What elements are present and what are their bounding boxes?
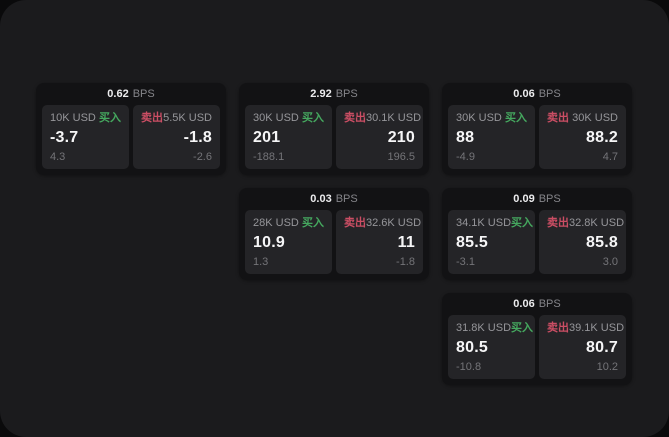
bps-value: 2.92 (310, 88, 332, 100)
buy-size: 31.8K USD (456, 322, 512, 334)
quote-card: 2.92 BPS 30K USD 买入 201 -188.1 卖出 30.1K U… (239, 83, 429, 175)
buy-price: 88 (456, 128, 475, 146)
sell-side-label: 卖出 (344, 112, 366, 124)
sell-side-label: 卖出 (547, 217, 569, 229)
bps-unit-label: BPS (538, 298, 561, 310)
sell-delta: -1.8 (396, 256, 415, 268)
card-bps-header: 0.03 BPS (245, 188, 423, 210)
sell-size: 5.5K USD (163, 112, 212, 124)
quote-card: 0.09 BPS 34.1K USD 买入 85.5 -3.1 卖出 32.8K … (442, 188, 632, 280)
sell-panel[interactable]: 卖出 39.1K USD 80.7 10.2 (539, 315, 626, 379)
buy-size: 28K USD (253, 217, 299, 229)
buy-price: 201 (253, 128, 281, 146)
quote-panels: 34.1K USD 买入 85.5 -3.1 卖出 32.8K USD 85.8… (448, 210, 626, 274)
buy-panel[interactable]: 30K USD 买入 88 -4.9 (448, 105, 535, 169)
sell-price: 88.2 (586, 128, 618, 146)
buy-delta: -3.1 (456, 256, 475, 268)
card-bps-header: 2.92 BPS (245, 83, 423, 105)
buy-side-label: 买入 (511, 217, 534, 229)
buy-delta: -10.8 (456, 361, 482, 373)
buy-panel[interactable]: 31.8K USD 买入 80.5 -10.8 (448, 315, 535, 379)
sell-size: 30K USD (572, 112, 618, 124)
quote-panels: 31.8K USD 买入 80.5 -10.8 卖出 39.1K USD 80.… (448, 315, 626, 379)
buy-panel[interactable]: 34.1K USD 买入 85.5 -3.1 (448, 210, 535, 274)
buy-side-label: 买入 (511, 322, 534, 334)
bps-unit-label: BPS (335, 88, 358, 100)
sell-size: 30.1K USD (366, 112, 422, 124)
buy-size: 34.1K USD (456, 217, 512, 229)
sell-delta: 196.5 (387, 151, 415, 163)
buy-price: 85.5 (456, 233, 488, 251)
bps-value: 0.06 (513, 298, 535, 310)
quote-card: 0.06 BPS 31.8K USD 买入 80.5 -10.8 卖出 39.1K… (442, 293, 632, 385)
sell-side-label: 卖出 (141, 112, 163, 124)
quote-panels: 30K USD 买入 88 -4.9 卖出 30K USD 88.2 4.7 (448, 105, 626, 169)
sell-side-label: 卖出 (547, 112, 569, 124)
sell-delta: -2.6 (193, 151, 212, 163)
sell-price: 11 (397, 233, 415, 251)
bps-value: 0.62 (107, 88, 129, 100)
quote-card: 0.06 BPS 30K USD 买入 88 -4.9 卖出 30K USD 88… (442, 83, 632, 175)
sell-panel[interactable]: 卖出 30.1K USD 210 196.5 (336, 105, 423, 169)
quote-panels: 30K USD 买入 201 -188.1 卖出 30.1K USD 210 1… (245, 105, 423, 169)
buy-side-label: 买入 (505, 112, 527, 124)
sell-delta: 4.7 (602, 151, 618, 163)
sell-side-label: 卖出 (344, 217, 366, 229)
buy-size: 10K USD (50, 112, 96, 124)
bps-unit-label: BPS (132, 88, 155, 100)
card-bps-header: 0.06 BPS (448, 293, 626, 315)
buy-price: 80.5 (456, 338, 488, 356)
buy-delta: 1.3 (253, 256, 269, 268)
sell-delta: 10.2 (596, 361, 618, 373)
sell-panel[interactable]: 卖出 5.5K USD -1.8 -2.6 (133, 105, 220, 169)
buy-price: -3.7 (50, 128, 79, 146)
sell-side-label: 卖出 (547, 322, 569, 334)
buy-side-label: 买入 (302, 217, 324, 229)
sell-panel[interactable]: 卖出 32.8K USD 85.8 3.0 (539, 210, 626, 274)
buy-price: 10.9 (253, 233, 285, 251)
quote-card: 0.03 BPS 28K USD 买入 10.9 1.3 卖出 32.6K USD… (239, 188, 429, 280)
sell-panel[interactable]: 卖出 32.6K USD 11 -1.8 (336, 210, 423, 274)
buy-side-label: 买入 (302, 112, 324, 124)
bps-unit-label: BPS (335, 193, 358, 205)
sell-price: 85.8 (586, 233, 618, 251)
quote-card: 0.62 BPS 10K USD 买入 -3.7 4.3 卖出 5.5K USD … (36, 83, 226, 175)
sell-price: -1.8 (183, 128, 212, 146)
buy-panel[interactable]: 10K USD 买入 -3.7 4.3 (42, 105, 129, 169)
bps-value: 0.06 (513, 88, 535, 100)
bps-value: 0.03 (310, 193, 332, 205)
sell-size: 32.6K USD (366, 217, 422, 229)
sell-size: 39.1K USD (569, 322, 625, 334)
bps-unit-label: BPS (538, 193, 561, 205)
buy-side-label: 买入 (99, 112, 121, 124)
buy-panel[interactable]: 28K USD 买入 10.9 1.3 (245, 210, 332, 274)
bps-unit-label: BPS (538, 88, 561, 100)
quote-panels: 28K USD 买入 10.9 1.3 卖出 32.6K USD 11 -1.8 (245, 210, 423, 274)
bps-value: 0.09 (513, 193, 535, 205)
quote-grid: 0.62 BPS 10K USD 买入 -3.7 4.3 卖出 5.5K USD … (36, 83, 632, 385)
sell-delta: 3.0 (602, 256, 618, 268)
quote-panels: 10K USD 买入 -3.7 4.3 卖出 5.5K USD -1.8 -2.… (42, 105, 220, 169)
sell-price: 80.7 (586, 338, 618, 356)
buy-delta: 4.3 (50, 151, 66, 163)
card-bps-header: 0.06 BPS (448, 83, 626, 105)
sell-panel[interactable]: 卖出 30K USD 88.2 4.7 (539, 105, 626, 169)
sell-size: 32.8K USD (569, 217, 625, 229)
buy-delta: -4.9 (456, 151, 475, 163)
buy-delta: -188.1 (253, 151, 285, 163)
buy-size: 30K USD (253, 112, 299, 124)
buy-panel[interactable]: 30K USD 买入 201 -188.1 (245, 105, 332, 169)
buy-size: 30K USD (456, 112, 502, 124)
sell-price: 210 (387, 128, 415, 146)
card-bps-header: 0.62 BPS (42, 83, 220, 105)
card-bps-header: 0.09 BPS (448, 188, 626, 210)
